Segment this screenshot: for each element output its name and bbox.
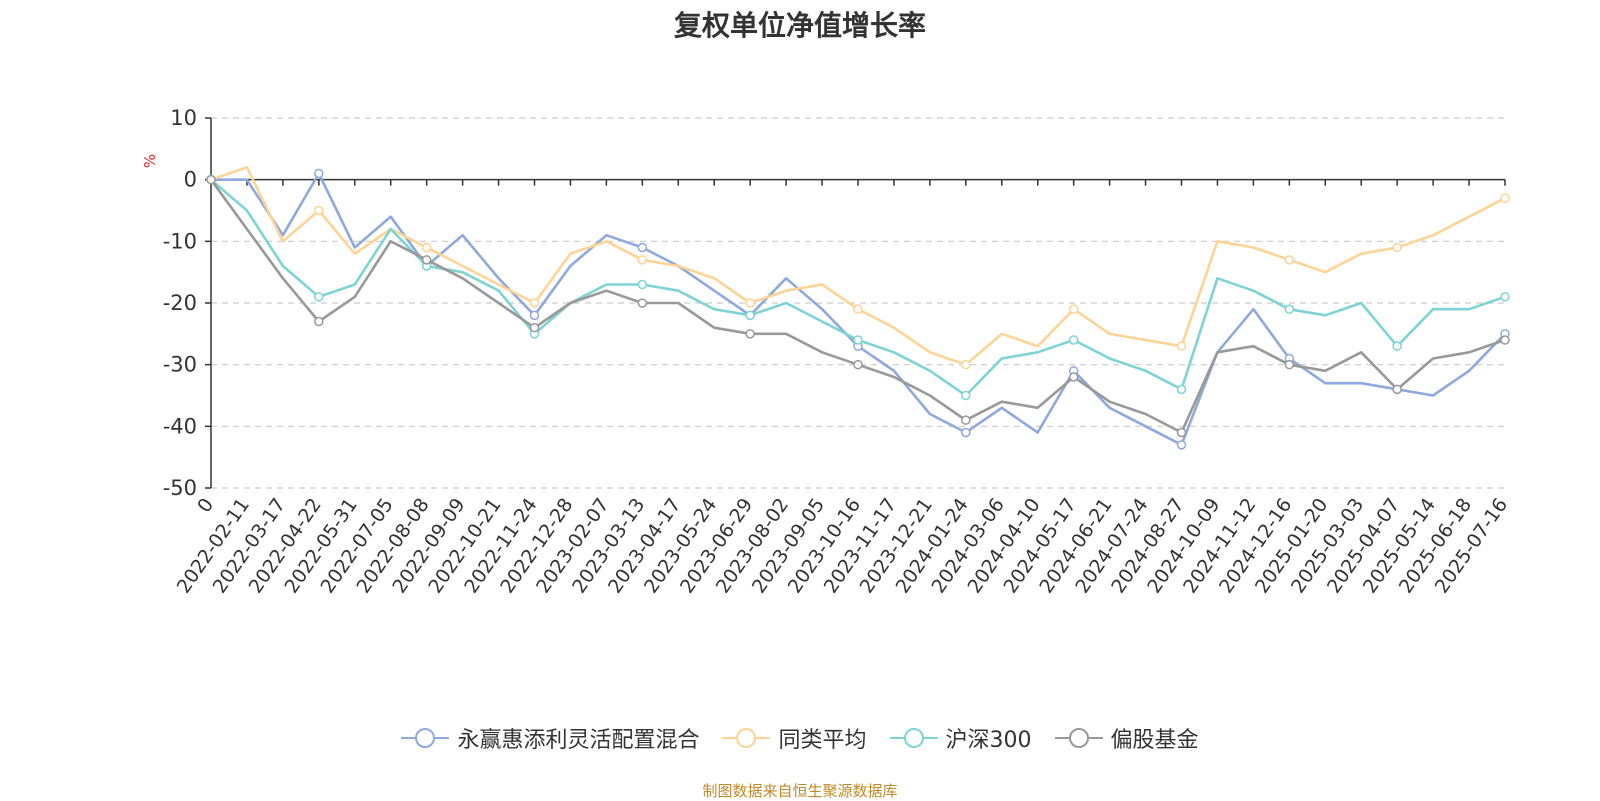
legend-item-equity-fund[interactable]: 偏股基金 xyxy=(1054,722,1199,754)
data-point xyxy=(206,174,216,185)
data-point xyxy=(745,298,755,308)
data-point xyxy=(1176,341,1187,351)
data-point xyxy=(961,359,971,370)
data-point xyxy=(637,279,648,290)
legend-marker-equity-fund xyxy=(1054,728,1103,748)
data-point xyxy=(529,298,540,308)
series-line-1 xyxy=(210,166,1506,367)
y-tick-label: 10 xyxy=(170,106,197,130)
data-point xyxy=(421,242,432,253)
data-point xyxy=(637,255,648,265)
data-point xyxy=(529,310,540,321)
legend-marker-fund xyxy=(401,728,450,748)
data-point xyxy=(853,359,863,370)
data-point xyxy=(1068,304,1079,314)
legend: 永赢惠添利灵活配置混合 同类平均 沪深300 偏股基金 xyxy=(0,722,1600,755)
data-point xyxy=(745,310,755,321)
y-tick-label: 0 xyxy=(184,168,197,192)
line-chart: 100-10-20-30-40-5002022-02-112022-03-172… xyxy=(163,106,1512,597)
data-point xyxy=(1500,335,1510,345)
x-tick-label: 0 xyxy=(193,494,218,517)
data-point xyxy=(961,415,971,425)
data-point xyxy=(961,390,971,401)
legend-label-csi300: 沪深300 xyxy=(945,728,1032,753)
data-source-note: 制图数据来自恒生聚源数据库 xyxy=(702,782,898,800)
chart-title: 复权单位净值增长率 xyxy=(673,9,926,42)
data-point xyxy=(529,322,540,333)
data-point xyxy=(421,255,432,265)
data-point xyxy=(1068,372,1079,382)
data-point xyxy=(1392,242,1402,253)
legend-label-equity-fund: 偏股基金 xyxy=(1110,728,1199,753)
y-tick-label: -10 xyxy=(163,229,197,253)
legend-item-csi300[interactable]: 沪深300 xyxy=(889,722,1032,754)
data-point xyxy=(1500,292,1510,302)
y-tick-label: -40 xyxy=(163,414,197,438)
data-point xyxy=(1284,359,1295,370)
data-point xyxy=(314,292,324,302)
data-point xyxy=(1176,384,1187,395)
data-point xyxy=(1176,427,1187,438)
data-point xyxy=(1392,384,1402,395)
legend-label-peer-average: 同类平均 xyxy=(778,728,867,753)
data-point xyxy=(1176,440,1187,450)
legend-label-fund: 永赢惠添利灵活配置混合 xyxy=(457,728,700,753)
legend-marker-csi300 xyxy=(889,728,938,748)
data-point xyxy=(314,316,324,327)
data-point xyxy=(314,205,324,216)
data-point xyxy=(1284,255,1295,265)
legend-item-peer-average[interactable]: 同类平均 xyxy=(722,722,867,754)
data-point xyxy=(1284,304,1295,314)
data-point xyxy=(1392,341,1402,351)
data-point xyxy=(853,304,863,314)
data-point xyxy=(637,242,648,253)
y-tick-label: -30 xyxy=(163,353,197,377)
data-point xyxy=(314,168,324,179)
data-point xyxy=(1068,335,1079,345)
legend-marker-peer-average xyxy=(722,728,771,748)
y-tick-label: -20 xyxy=(163,291,197,315)
legend-item-fund[interactable]: 永赢惠添利灵活配置混合 xyxy=(401,722,699,754)
data-point xyxy=(1500,193,1510,203)
data-point xyxy=(853,335,863,345)
y-tick-label: -50 xyxy=(163,476,197,500)
data-point xyxy=(961,427,971,438)
data-point xyxy=(637,298,648,308)
data-point xyxy=(745,329,755,339)
